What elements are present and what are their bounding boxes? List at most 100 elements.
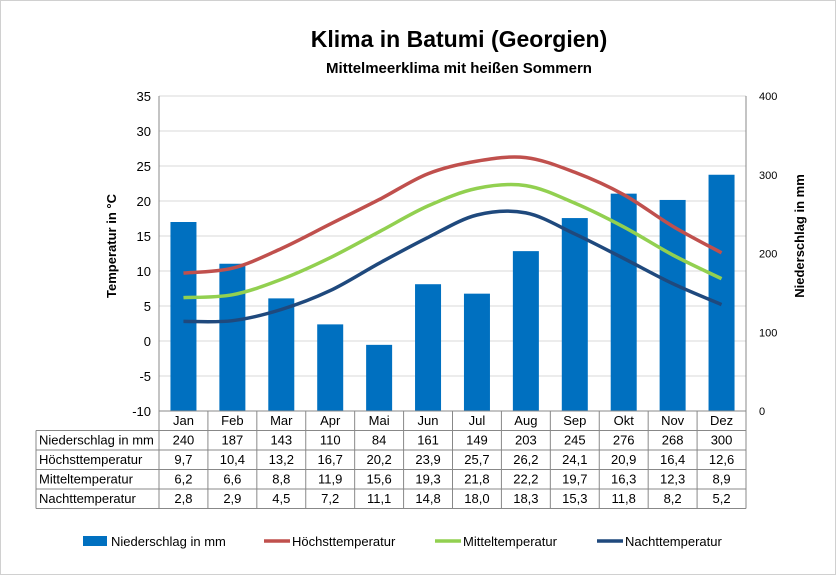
table-cell: 6,2 <box>174 472 192 487</box>
table-cell: 8,8 <box>272 472 290 487</box>
table-cell: 2,8 <box>174 491 192 506</box>
table-cell: 9,7 <box>174 452 192 467</box>
y-tick-label: 25 <box>137 159 151 174</box>
table-cell: 240 <box>173 433 195 448</box>
legend-item: Nachttemperatur <box>597 534 722 549</box>
table-cell: 11,9 <box>318 472 342 487</box>
x-tick-label: Apr <box>320 413 341 428</box>
table-cell: 187 <box>222 433 244 448</box>
table-cell: 143 <box>270 433 292 448</box>
bar-mai <box>366 344 393 411</box>
x-tick-label: Nov <box>661 413 685 428</box>
table-cell: 20,2 <box>366 452 391 467</box>
x-tick-label: Sep <box>563 413 586 428</box>
x-tick-label: Dez <box>710 413 733 428</box>
y2-tick-label: 0 <box>759 406 765 418</box>
table-cell: 24,1 <box>562 452 587 467</box>
table-cell: 8,2 <box>664 491 682 506</box>
y2-tick-label: 400 <box>759 91 777 103</box>
bar-sep <box>561 218 588 411</box>
bar-jan <box>170 222 197 411</box>
legend-label: Mitteltemperatur <box>463 534 558 549</box>
table-cell: 7,2 <box>321 491 339 506</box>
table-cell: 13,2 <box>269 452 294 467</box>
table-cell: 25,7 <box>464 452 489 467</box>
x-tick-label: Aug <box>514 413 537 428</box>
bar-jul <box>463 293 490 411</box>
x-tick-label: Jul <box>469 413 486 428</box>
y-tick-label: 0 <box>144 334 151 349</box>
table-row-label: Nachttemperatur <box>39 491 136 506</box>
table-cell: 16,4 <box>660 452 685 467</box>
table-cell: 15,3 <box>562 491 587 506</box>
legend-label: Niederschlag in mm <box>111 534 226 549</box>
bar-dez <box>708 174 735 411</box>
table-cell: 149 <box>466 433 488 448</box>
y-tick-label: 20 <box>137 194 151 209</box>
bar-jun <box>415 284 442 411</box>
line-hoechst <box>183 155 723 275</box>
y-tick-label: 10 <box>137 264 151 279</box>
legend-item: Mitteltemperatur <box>435 534 558 549</box>
table-cell: 16,7 <box>318 452 343 467</box>
legend-label: Höchsttemperatur <box>292 534 396 549</box>
table-cell: 21,8 <box>464 472 489 487</box>
x-tick-label: Feb <box>221 413 243 428</box>
table-row-label: Mitteltemperatur <box>39 472 134 487</box>
data-table: Jan Feb Mar Apr Mai Jun Jul Aug Sep Okt Nov Dez Nied… <box>35 410 747 509</box>
table-cell: 5,2 <box>713 491 731 506</box>
table-cell: 20,9 <box>611 452 636 467</box>
table-cell: 23,9 <box>415 452 440 467</box>
table-cell: 10,4 <box>220 452 245 467</box>
table-cell: 18,0 <box>464 491 489 506</box>
x-tick-label: Jun <box>418 413 439 428</box>
table-cell: 14,8 <box>415 491 440 506</box>
table-cell: 300 <box>711 433 733 448</box>
y2-tick-label: 100 <box>759 327 777 339</box>
table-cell: 12,6 <box>709 452 734 467</box>
table-cell: 18,3 <box>513 491 538 506</box>
table-cell: 268 <box>662 433 684 448</box>
table-cell: 22,2 <box>513 472 538 487</box>
bar-aug <box>512 251 539 411</box>
legend-swatch <box>83 536 107 546</box>
y-tick-label: 5 <box>144 299 151 314</box>
table-cell: 4,5 <box>272 491 290 506</box>
line-mittel <box>183 182 723 300</box>
y2-tick-label: 200 <box>759 249 777 261</box>
bar-mar <box>268 298 295 411</box>
table-row-label: Höchsttemperatur <box>39 452 143 467</box>
y-axis-label: Temperatur in °C <box>104 193 119 298</box>
table-cell: 19,7 <box>562 472 587 487</box>
y-tick-label: -5 <box>139 369 151 384</box>
bar-nov <box>659 199 686 411</box>
table-cell: 6,6 <box>223 472 241 487</box>
y-tick-label: 15 <box>137 229 151 244</box>
table-cell: 26,2 <box>513 452 538 467</box>
table-cell: 11,1 <box>367 491 391 506</box>
table-row-label: Niederschlag in mm <box>39 433 154 448</box>
table-cell: 203 <box>515 433 537 448</box>
table-cell: 11,8 <box>612 491 636 506</box>
chart-subtitle: Mittelmeerklima mit heißen Sommern <box>326 60 592 77</box>
y-tick-label: 35 <box>137 89 151 104</box>
table-cell: 15,6 <box>366 472 391 487</box>
x-tick-label: Okt <box>614 413 635 428</box>
y-tick-label: -10 <box>132 404 151 419</box>
bar-apr <box>317 324 344 411</box>
x-tick-label: Jan <box>173 413 194 428</box>
table-cell: 2,9 <box>223 491 241 506</box>
table-cell: 16,3 <box>611 472 636 487</box>
x-tick-label: Mar <box>270 413 293 428</box>
table-cell: 19,3 <box>415 472 440 487</box>
table-cell: 12,3 <box>660 472 685 487</box>
table-cell: 161 <box>417 433 439 448</box>
legend-label: Nachttemperatur <box>625 534 722 549</box>
table-cell: 84 <box>372 433 386 448</box>
table-cell: 110 <box>320 433 341 448</box>
table-cell: 8,9 <box>713 472 731 487</box>
chart-title: Klima in Batumi (Georgien) <box>311 26 607 52</box>
table-cell: 245 <box>564 433 586 448</box>
